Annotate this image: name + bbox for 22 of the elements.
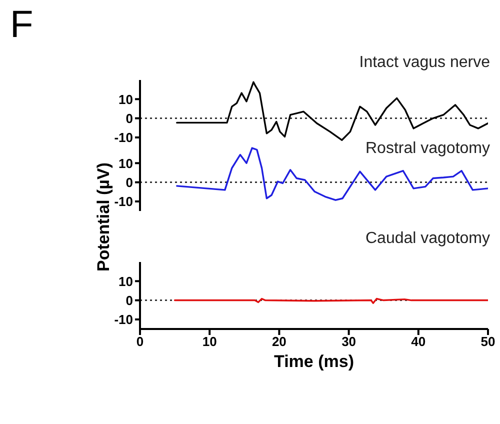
y-tick-label: 0	[126, 110, 133, 126]
y-tick-label: 0	[126, 174, 133, 190]
chart-title: Caudal vagotomy	[365, 230, 490, 248]
x-tick-label: 40	[411, 334, 426, 350]
chart-title: Intact vagus nerve	[359, 54, 490, 72]
y-axis-title: Potential (µV)	[94, 162, 114, 272]
x-tick-label: 10	[202, 334, 217, 350]
x-tick-label: 30	[342, 334, 356, 350]
y-tick-label: -10	[114, 312, 133, 328]
y-tick-label: 10	[118, 274, 133, 289]
y-tick-label: -10	[114, 194, 133, 210]
y-tick-label: -10	[114, 130, 133, 146]
chart-title: Rostral vagotomy	[366, 140, 490, 158]
x-tick-label: 0	[136, 334, 144, 350]
y-tick-label: 0	[126, 292, 133, 308]
x-tick-label: 50	[480, 334, 496, 350]
y-tick-label: 10	[118, 92, 133, 107]
text: F	[10, 4, 34, 47]
x-axis-title: Time (ms)	[274, 352, 354, 372]
y-tick-label: 10	[118, 156, 133, 171]
x-tick-label: 20	[272, 334, 286, 350]
line-series	[176, 81, 488, 141]
